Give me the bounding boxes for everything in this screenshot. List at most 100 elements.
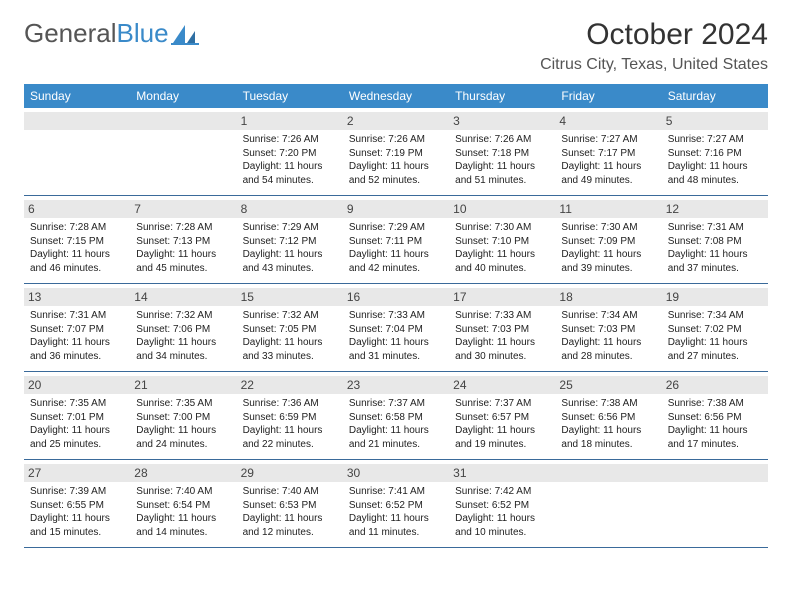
day-info: Sunrise: 7:31 AMSunset: 7:08 PMDaylight:… bbox=[668, 221, 762, 275]
day-number: 4 bbox=[555, 112, 661, 130]
calendar-day: 15 Sunrise: 7:32 AMSunset: 7:05 PMDayligh… bbox=[237, 284, 343, 371]
day-info: Sunrise: 7:27 AMSunset: 7:17 PMDaylight:… bbox=[561, 133, 655, 187]
day-info: Sunrise: 7:36 AMSunset: 6:59 PMDaylight:… bbox=[243, 397, 337, 451]
day-info: Sunrise: 7:31 AMSunset: 7:07 PMDaylight:… bbox=[30, 309, 124, 363]
calendar-day: 30 Sunrise: 7:41 AMSunset: 6:52 PMDayligh… bbox=[343, 460, 449, 547]
day-number: 21 bbox=[130, 376, 236, 394]
day-number: 17 bbox=[449, 288, 555, 306]
day-info: Sunrise: 7:33 AMSunset: 7:04 PMDaylight:… bbox=[349, 309, 443, 363]
logo: GeneralBlue bbox=[24, 18, 199, 49]
calendar-day: 22 Sunrise: 7:36 AMSunset: 6:59 PMDayligh… bbox=[237, 372, 343, 459]
day-number: 22 bbox=[237, 376, 343, 394]
month-title: October 2024 bbox=[540, 18, 768, 52]
calendar-day: 9Sunrise: 7:29 AMSunset: 7:11 PMDaylight… bbox=[343, 196, 449, 283]
day-info: Sunrise: 7:40 AMSunset: 6:54 PMDaylight:… bbox=[136, 485, 230, 539]
calendar-day: 2Sunrise: 7:26 AMSunset: 7:19 PMDaylight… bbox=[343, 108, 449, 195]
day-number: 1 bbox=[237, 112, 343, 130]
calendar-day: 10 Sunrise: 7:30 AMSunset: 7:10 PMDayligh… bbox=[449, 196, 555, 283]
day-info: Sunrise: 7:26 AMSunset: 7:18 PMDaylight:… bbox=[455, 133, 549, 187]
calendar-day: 8Sunrise: 7:29 AMSunset: 7:12 PMDaylight… bbox=[237, 196, 343, 283]
weekday-header: Wednesday bbox=[343, 84, 449, 108]
weekday-header: Friday bbox=[555, 84, 661, 108]
day-number: 26 bbox=[662, 376, 768, 394]
calendar-week-row: 6Sunrise: 7:28 AMSunset: 7:15 PMDaylight… bbox=[24, 196, 768, 284]
day-info: Sunrise: 7:34 AMSunset: 7:02 PMDaylight:… bbox=[668, 309, 762, 363]
weekday-header: Sunday bbox=[24, 84, 130, 108]
day-number: 15 bbox=[237, 288, 343, 306]
calendar-day: 24Sunrise: 7:37 AMSunset: 6:57 PMDayligh… bbox=[449, 372, 555, 459]
calendar-day: 1 Sunrise: 7:26 AMSunset: 7:20 PMDaylight… bbox=[237, 108, 343, 195]
day-number: 30 bbox=[343, 464, 449, 482]
day-info: Sunrise: 7:26 AMSunset: 7:20 PMDaylight:… bbox=[243, 133, 337, 187]
day-info: Sunrise: 7:30 AMSunset: 7:09 PMDaylight:… bbox=[561, 221, 655, 275]
calendar-day: 14 Sunrise: 7:32 AMSunset: 7:06 PMDayligh… bbox=[130, 284, 236, 371]
day-number: 16 bbox=[343, 288, 449, 306]
calendar-day: 29Sunrise: 7:40 AMSunset: 6:53 PMDayligh… bbox=[237, 460, 343, 547]
calendar-day: 25Sunrise: 7:38 AMSunset: 6:56 PMDayligh… bbox=[555, 372, 661, 459]
header: GeneralBlue October 2024 Citrus City, Te… bbox=[0, 0, 792, 74]
day-number: 31 bbox=[449, 464, 555, 482]
calendar-day: 20Sunrise: 7:35 AMSunset: 7:01 PMDayligh… bbox=[24, 372, 130, 459]
logo-sail-icon bbox=[171, 23, 199, 45]
calendar-day: 26 Sunrise: 7:38 AMSunset: 6:56 PMDayligh… bbox=[662, 372, 768, 459]
calendar: SundayMondayTuesdayWednesdayThursdayFrid… bbox=[24, 84, 768, 548]
day-number: 9 bbox=[343, 200, 449, 218]
day-info: Sunrise: 7:41 AMSunset: 6:52 PMDaylight:… bbox=[349, 485, 443, 539]
calendar-day: 7 Sunrise: 7:28 AMSunset: 7:13 PMDaylight… bbox=[130, 196, 236, 283]
day-number: 28 bbox=[130, 464, 236, 482]
logo-text-blue: Blue bbox=[117, 18, 169, 49]
calendar-day: 23 Sunrise: 7:37 AMSunset: 6:58 PMDayligh… bbox=[343, 372, 449, 459]
day-info: Sunrise: 7:35 AMSunset: 7:00 PMDaylight:… bbox=[136, 397, 230, 451]
day-number: 23 bbox=[343, 376, 449, 394]
day-number: 19 bbox=[662, 288, 768, 306]
day-number: 13 bbox=[24, 288, 130, 306]
calendar-day: 16 Sunrise: 7:33 AMSunset: 7:04 PMDayligh… bbox=[343, 284, 449, 371]
calendar-day: 27 Sunrise: 7:39 AMSunset: 6:55 PMDayligh… bbox=[24, 460, 130, 547]
day-number: 27 bbox=[24, 464, 130, 482]
day-number: 2 bbox=[343, 112, 449, 130]
day-number: 18 bbox=[555, 288, 661, 306]
calendar-day: 11 Sunrise: 7:30 AMSunset: 7:09 PMDayligh… bbox=[555, 196, 661, 283]
calendar-week-row: 13 Sunrise: 7:31 AMSunset: 7:07 PMDayligh… bbox=[24, 284, 768, 372]
day-info: Sunrise: 7:30 AMSunset: 7:10 PMDaylight:… bbox=[455, 221, 549, 275]
day-number: 5 bbox=[662, 112, 768, 130]
day-number: 10 bbox=[449, 200, 555, 218]
weekday-header: Tuesday bbox=[237, 84, 343, 108]
day-info: Sunrise: 7:40 AMSunset: 6:53 PMDaylight:… bbox=[243, 485, 337, 539]
day-info: Sunrise: 7:33 AMSunset: 7:03 PMDaylight:… bbox=[455, 309, 549, 363]
day-info: Sunrise: 7:42 AMSunset: 6:52 PMDaylight:… bbox=[455, 485, 549, 539]
day-number: 24 bbox=[449, 376, 555, 394]
calendar-day: 6Sunrise: 7:28 AMSunset: 7:15 PMDaylight… bbox=[24, 196, 130, 283]
location-text: Citrus City, Texas, United States bbox=[540, 56, 768, 74]
day-number-spacer bbox=[662, 464, 768, 482]
weekday-header: Saturday bbox=[662, 84, 768, 108]
calendar-grid: 1 Sunrise: 7:26 AMSunset: 7:20 PMDaylight… bbox=[24, 108, 768, 548]
calendar-day: 28 Sunrise: 7:40 AMSunset: 6:54 PMDayligh… bbox=[130, 460, 236, 547]
weekday-header-row: SundayMondayTuesdayWednesdayThursdayFrid… bbox=[24, 84, 768, 108]
day-number: 20 bbox=[24, 376, 130, 394]
title-block: October 2024 Citrus City, Texas, United … bbox=[540, 18, 768, 74]
weekday-header: Monday bbox=[130, 84, 236, 108]
day-number-spacer bbox=[24, 112, 130, 130]
day-number: 14 bbox=[130, 288, 236, 306]
day-info: Sunrise: 7:28 AMSunset: 7:13 PMDaylight:… bbox=[136, 221, 230, 275]
day-info: Sunrise: 7:37 AMSunset: 6:58 PMDaylight:… bbox=[349, 397, 443, 451]
day-info: Sunrise: 7:38 AMSunset: 6:56 PMDaylight:… bbox=[668, 397, 762, 451]
calendar-day-empty bbox=[555, 460, 661, 547]
day-info: Sunrise: 7:38 AMSunset: 6:56 PMDaylight:… bbox=[561, 397, 655, 451]
calendar-day: 13 Sunrise: 7:31 AMSunset: 7:07 PMDayligh… bbox=[24, 284, 130, 371]
day-number: 7 bbox=[130, 200, 236, 218]
day-info: Sunrise: 7:39 AMSunset: 6:55 PMDaylight:… bbox=[30, 485, 124, 539]
day-info: Sunrise: 7:29 AMSunset: 7:12 PMDaylight:… bbox=[243, 221, 337, 275]
day-number-spacer bbox=[555, 464, 661, 482]
calendar-day: 12 Sunrise: 7:31 AMSunset: 7:08 PMDayligh… bbox=[662, 196, 768, 283]
day-number-spacer bbox=[130, 112, 236, 130]
calendar-day: 21 Sunrise: 7:35 AMSunset: 7:00 PMDayligh… bbox=[130, 372, 236, 459]
logo-text-general: General bbox=[24, 18, 117, 49]
day-info: Sunrise: 7:32 AMSunset: 7:05 PMDaylight:… bbox=[243, 309, 337, 363]
day-info: Sunrise: 7:32 AMSunset: 7:06 PMDaylight:… bbox=[136, 309, 230, 363]
weekday-header: Thursday bbox=[449, 84, 555, 108]
day-number: 12 bbox=[662, 200, 768, 218]
calendar-day: 4 Sunrise: 7:27 AMSunset: 7:17 PMDaylight… bbox=[555, 108, 661, 195]
day-number: 11 bbox=[555, 200, 661, 218]
